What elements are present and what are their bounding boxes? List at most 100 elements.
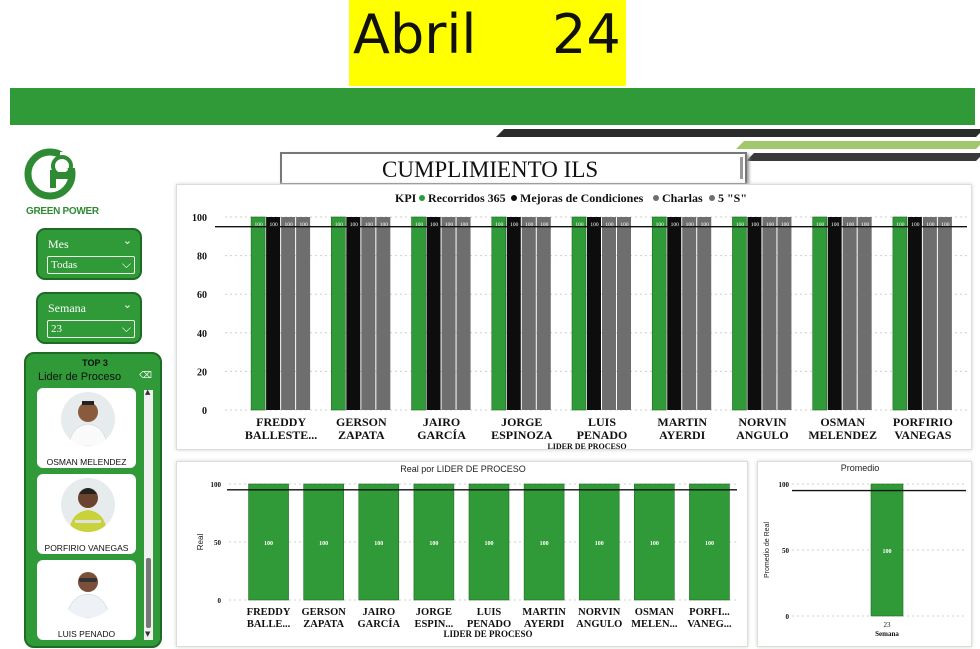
- bar-value-label: 100: [445, 222, 454, 228]
- x-tick-label: MELEN...: [631, 619, 678, 630]
- chevron-down-icon[interactable]: ⌄: [122, 298, 132, 311]
- bar-value-label: 100: [781, 222, 790, 228]
- kpi-bar: [506, 217, 521, 410]
- kpi-bar: [732, 216, 747, 411]
- real-bar: [468, 483, 510, 601]
- promedio-chart-panel: Promedio Promedio de Real 0 50 100 100 23 Seman…: [757, 461, 972, 647]
- kpi-bar: [426, 217, 441, 410]
- eraser-icon[interactable]: ⌫: [139, 371, 152, 381]
- bar-value-label: 100: [941, 222, 950, 228]
- bar-value-label: 100: [595, 541, 604, 547]
- leader-name: PORFIRIO VANEGAS: [44, 543, 129, 553]
- kpi-bar: [587, 217, 601, 410]
- leader-name: LUIS PENADO: [57, 629, 116, 639]
- title-cursor: [740, 157, 743, 179]
- kpi-bar: [536, 217, 551, 410]
- dashboard-title: CUMPLIMIENTO ILS: [382, 157, 599, 182]
- x-tick-label: JORGE: [416, 607, 452, 618]
- x-tick-label: JAIRO: [362, 607, 395, 618]
- y-tick-label: 50: [782, 547, 790, 555]
- bar-value-label: 100: [605, 222, 614, 228]
- real-bar: [303, 483, 344, 601]
- scroll-down-icon[interactable]: ▼: [145, 630, 151, 638]
- month-banner: Abril 24: [349, 0, 626, 86]
- bar-value-label: 100: [590, 222, 599, 228]
- kpi-bar: [937, 217, 952, 410]
- kpi-bar: [521, 217, 536, 410]
- x-tick-label: 23: [884, 621, 892, 629]
- x-tick-label: GERSON: [336, 415, 387, 429]
- promedio-chart: Promedio Promedio de Real 0 50 100 100 23Seman…: [764, 463, 966, 638]
- x-tick-label: NORVIN: [738, 415, 787, 429]
- top3-scrollbar[interactable]: [144, 390, 153, 640]
- y-tick-label: 0: [218, 597, 222, 605]
- real-bar: [248, 483, 289, 601]
- kpi-bar: [361, 217, 376, 410]
- legend-marker: [709, 195, 715, 201]
- legend-marker: [653, 195, 659, 201]
- bar-value-label: 100: [861, 222, 870, 228]
- month-label: Abril: [353, 3, 477, 66]
- leader-card[interactable]: OSMAN MELENDEZ: [37, 388, 136, 468]
- legend-title: KPI: [395, 191, 417, 205]
- decor-stripe: [736, 141, 980, 149]
- bar-value-label: 100: [650, 541, 659, 547]
- kpi-bar: [491, 216, 507, 411]
- x-tick-label: GERSON: [301, 607, 346, 618]
- x-tick-label: ZAPATA: [338, 428, 385, 442]
- kpi-bar: [346, 217, 361, 410]
- bar-value-label: 100: [460, 222, 469, 228]
- chart-title: Promedio: [841, 463, 880, 473]
- kpi-bar: [281, 217, 296, 410]
- kpi-bar: [602, 217, 616, 410]
- mes-dropdown[interactable]: Todas ⌵: [47, 256, 135, 274]
- x-tick-label: PENADO: [467, 619, 511, 630]
- bar-value-label: 100: [575, 222, 584, 228]
- kpi-bar: [250, 216, 266, 411]
- scroll-up-icon[interactable]: ▲: [145, 388, 151, 396]
- semana-dropdown-value: 23: [51, 323, 62, 335]
- x-tick-label: BALLE...: [247, 619, 291, 630]
- real-bar: [689, 483, 730, 601]
- semana-slicer-title: Semana: [48, 301, 86, 315]
- mes-slicer[interactable]: Mes ⌄ Todas ⌵: [36, 228, 142, 280]
- leader-card[interactable]: LUIS PENADO: [37, 560, 136, 640]
- top3-scroll-thumb[interactable]: [146, 558, 151, 628]
- bar-value-label: 100: [374, 541, 383, 547]
- x-tick-label: PORFIRIO: [893, 415, 953, 429]
- decor-stripe: [496, 129, 980, 137]
- real-chart: Real por LIDER DE PROCESO Real 0 50 100 100 FR…: [196, 464, 737, 639]
- brand-name: GREEN POWER: [26, 206, 99, 217]
- bar-value-label: 100: [510, 222, 519, 228]
- x-tick-label: LUIS: [588, 415, 616, 429]
- x-tick-label: ANGULO: [576, 619, 622, 630]
- bar-value-label: 100: [911, 222, 920, 228]
- bar-value-label: 100: [525, 222, 534, 228]
- kpi-bar: [571, 216, 587, 411]
- semana-slicer[interactable]: Semana ⌄ 23 ⌵: [36, 292, 142, 344]
- kpi-bar: [667, 217, 682, 410]
- chevron-down-icon[interactable]: ⌄: [122, 234, 132, 247]
- chevron-down-icon[interactable]: ⌵: [121, 321, 131, 335]
- x-tick-label: MELENDEZ: [808, 428, 877, 442]
- real-bar: [578, 483, 620, 601]
- semana-dropdown[interactable]: 23 ⌵: [47, 320, 135, 338]
- leader-card[interactable]: PORFIRIO VANEGAS: [37, 474, 136, 554]
- legend-marker: [511, 195, 517, 201]
- kpi-bar: [331, 216, 346, 411]
- y-tick-label: 20: [197, 367, 207, 378]
- kpi-chart: KPI Recorridos 365 Mejoras de Condiciones C…: [192, 191, 967, 451]
- chevron-down-icon[interactable]: ⌵: [121, 257, 131, 271]
- bar-value-label: 100: [264, 541, 273, 547]
- kpi-bar: [296, 217, 311, 410]
- top3-subtitle: Lider de Proceso: [38, 371, 122, 383]
- x-tick-label: AYERDI: [524, 619, 564, 630]
- kpi-chart-panel: KPI Recorridos 365 Mejoras de Condiciones C…: [176, 184, 972, 451]
- bar-value-label: 100: [269, 222, 278, 228]
- bar-value-label: 100: [284, 222, 293, 228]
- y-tick-label: 80: [197, 252, 207, 263]
- x-tick-label: FREDDY: [247, 607, 291, 618]
- bar-value-label: 100: [816, 222, 825, 228]
- bar-value-label: 100: [896, 222, 905, 228]
- kpi-bar: [907, 217, 922, 410]
